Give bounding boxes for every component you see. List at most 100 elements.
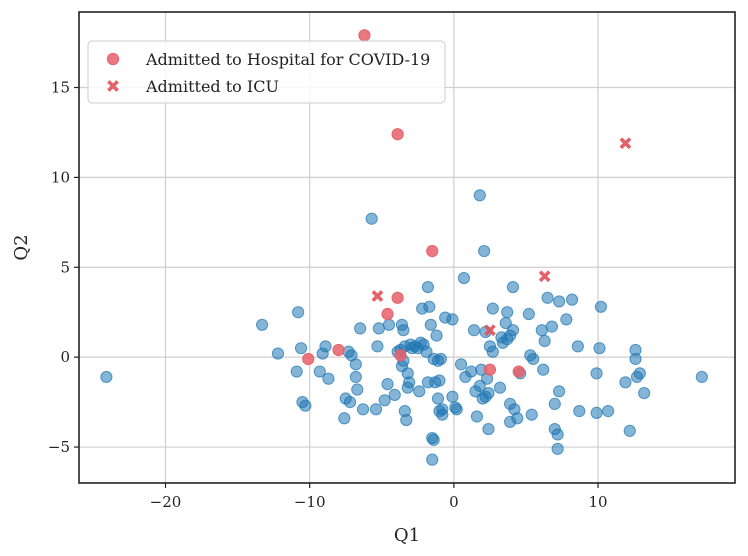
data-point <box>256 318 269 331</box>
data-point <box>378 394 391 407</box>
data-point <box>431 392 445 405</box>
data-point <box>100 370 113 384</box>
data-point <box>294 342 308 355</box>
data-point <box>593 342 606 355</box>
data-point <box>541 291 554 304</box>
data-point <box>271 347 285 360</box>
plot-frame <box>78 11 736 484</box>
hospital-series <box>302 29 525 378</box>
y-tick-label: −5 <box>48 438 70 456</box>
icu-point <box>619 137 632 150</box>
data-point <box>629 343 642 357</box>
icu-point <box>538 270 551 283</box>
data-point <box>290 365 303 378</box>
data-point <box>388 388 401 402</box>
data-point <box>356 403 370 416</box>
x-tick-label: −10 <box>294 493 326 511</box>
data-point <box>423 300 436 313</box>
legend-marker-icu <box>107 80 119 92</box>
data-point <box>560 313 573 326</box>
data-point <box>397 324 410 337</box>
data-point <box>473 189 486 202</box>
y-tick-label: 10 <box>51 168 70 186</box>
x-tick-label: 10 <box>588 493 607 511</box>
data-point <box>573 404 586 418</box>
data-point <box>351 383 364 396</box>
data-point <box>506 324 520 337</box>
data-point <box>434 352 447 366</box>
x-axis-label: Q1 <box>394 525 420 546</box>
data-point <box>398 404 411 418</box>
data-point <box>369 403 383 416</box>
data-point <box>457 271 471 285</box>
data-point <box>354 322 367 335</box>
data-point <box>454 358 468 371</box>
icu-point <box>484 324 496 337</box>
data-point <box>430 329 443 342</box>
data-point <box>446 390 459 403</box>
data-point <box>343 396 357 409</box>
data-point <box>446 313 459 326</box>
data-point <box>292 306 305 319</box>
data-point <box>365 212 378 225</box>
background-series <box>100 189 708 466</box>
data-point <box>482 422 495 436</box>
data-point <box>602 404 615 418</box>
data-point <box>421 280 435 294</box>
hospital-point <box>332 343 345 357</box>
data-point <box>695 370 708 384</box>
axis-ticks: −20 −10 0 10 −5 0 5 10 15 <box>48 79 608 511</box>
data-point <box>633 367 646 380</box>
data-point <box>486 302 499 315</box>
hospital-point <box>512 365 525 378</box>
data-point <box>522 307 535 321</box>
data-point <box>381 378 394 391</box>
data-point <box>322 372 335 385</box>
legend: Admitted to Hospital for COVID-19 Admitt… <box>87 40 446 104</box>
data-point <box>527 352 540 366</box>
hospital-point <box>391 128 404 141</box>
x-tick-label: −20 <box>150 493 182 511</box>
legend-label-hospital: Admitted to Hospital for COVID-19 <box>145 50 430 69</box>
data-point <box>553 385 566 398</box>
y-axis-label: Q2 <box>11 234 32 260</box>
data-point <box>319 340 332 353</box>
y-tick-label: 0 <box>60 348 70 366</box>
data-point <box>535 324 548 337</box>
data-point <box>450 403 463 416</box>
data-point <box>501 306 514 319</box>
data-point <box>493 381 507 394</box>
data-point <box>511 412 524 425</box>
data-point <box>594 300 608 313</box>
data-point <box>465 365 478 378</box>
data-point <box>478 244 491 258</box>
data-point <box>565 293 579 306</box>
data-point <box>638 387 651 400</box>
data-point <box>420 345 433 358</box>
data-point <box>545 320 558 333</box>
legend-icu-x <box>107 80 119 92</box>
data-point <box>571 340 584 353</box>
hospital-point <box>426 244 439 258</box>
data-point <box>413 385 426 398</box>
data-point <box>590 367 603 380</box>
data-point <box>424 318 437 331</box>
data-point <box>537 363 550 376</box>
hospital-point <box>381 307 394 321</box>
data-point <box>349 358 362 371</box>
legend-label-icu: Admitted to ICU <box>145 77 279 96</box>
y-tick-label: 5 <box>60 258 70 276</box>
data-point <box>482 387 495 400</box>
data-point <box>426 453 439 466</box>
hospital-point <box>394 349 407 362</box>
data-point <box>623 424 636 437</box>
data-point <box>401 381 414 394</box>
legend-box <box>87 40 446 104</box>
data-point <box>467 324 481 337</box>
icu-point <box>371 290 384 302</box>
hospital-point <box>358 29 371 42</box>
data-point <box>372 322 385 335</box>
data-point <box>433 374 446 387</box>
data-point <box>349 370 362 384</box>
